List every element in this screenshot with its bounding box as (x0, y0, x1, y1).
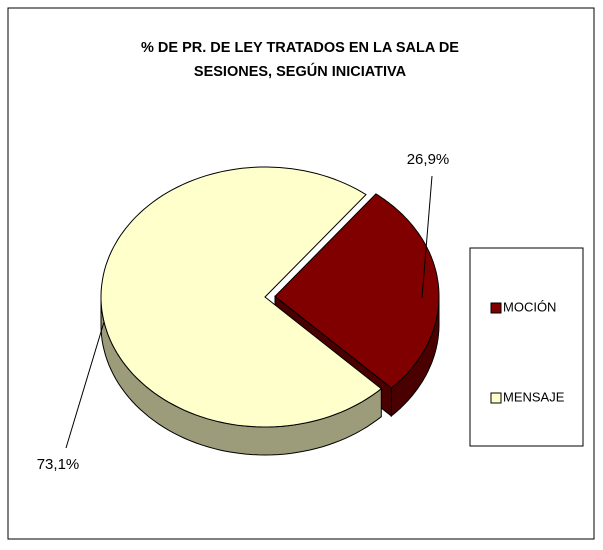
leader-line (421, 175, 433, 299)
pie-slice (100, 166, 383, 428)
legend-label: MOCIÓN (503, 299, 556, 314)
leader-line (65, 321, 105, 449)
legend-swatch (490, 392, 502, 404)
legend-box (469, 247, 584, 447)
legend-swatch (490, 302, 502, 314)
legend-label: MENSAJE (503, 389, 565, 404)
chart-title: SESIONES, SEGÚN INICIATIVA (194, 62, 407, 80)
data-label: 26,9% (407, 151, 450, 168)
pie-slice (274, 193, 440, 389)
chart-title: % DE PR. DE LEY TRATADOS EN LA SALA DE (141, 40, 459, 56)
data-label: 73,1% (37, 456, 80, 473)
